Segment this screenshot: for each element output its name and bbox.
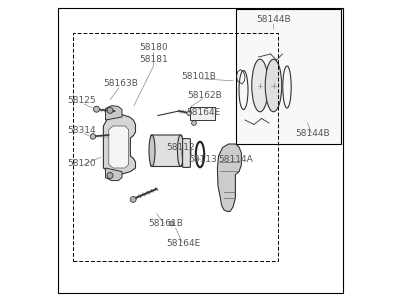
Text: 58314: 58314	[67, 126, 96, 135]
Polygon shape	[109, 126, 129, 168]
Polygon shape	[106, 168, 122, 181]
Circle shape	[192, 121, 196, 125]
Ellipse shape	[149, 135, 155, 166]
Text: 58101B: 58101B	[181, 72, 216, 81]
Text: 58162B: 58162B	[187, 92, 222, 100]
Circle shape	[107, 107, 113, 113]
Circle shape	[107, 172, 113, 178]
Text: 58113: 58113	[189, 154, 217, 164]
FancyBboxPatch shape	[150, 135, 182, 166]
Text: 58163B: 58163B	[103, 80, 138, 88]
Ellipse shape	[178, 135, 184, 166]
Circle shape	[90, 134, 96, 139]
Bar	[72, 33, 278, 261]
Text: 58144B: 58144B	[256, 15, 291, 24]
Text: 58161B: 58161B	[148, 219, 183, 228]
Text: 58125: 58125	[67, 96, 96, 105]
Polygon shape	[218, 144, 242, 212]
Text: 58120: 58120	[67, 159, 96, 168]
Text: 58164E: 58164E	[186, 108, 220, 117]
Text: 58114A: 58114A	[219, 154, 253, 164]
Bar	[236, 9, 341, 144]
Circle shape	[94, 106, 100, 112]
Text: 58181: 58181	[139, 56, 168, 64]
Ellipse shape	[252, 59, 268, 112]
Text: 58144B: 58144B	[295, 129, 330, 138]
Polygon shape	[106, 106, 122, 120]
Circle shape	[169, 221, 174, 226]
Text: 58180: 58180	[139, 44, 168, 52]
Polygon shape	[103, 115, 136, 174]
Text: 58112: 58112	[166, 142, 195, 152]
Text: 58164E: 58164E	[166, 238, 201, 247]
FancyBboxPatch shape	[182, 139, 190, 167]
Circle shape	[130, 196, 136, 202]
FancyBboxPatch shape	[190, 107, 215, 120]
Ellipse shape	[265, 59, 282, 112]
Circle shape	[187, 111, 191, 116]
